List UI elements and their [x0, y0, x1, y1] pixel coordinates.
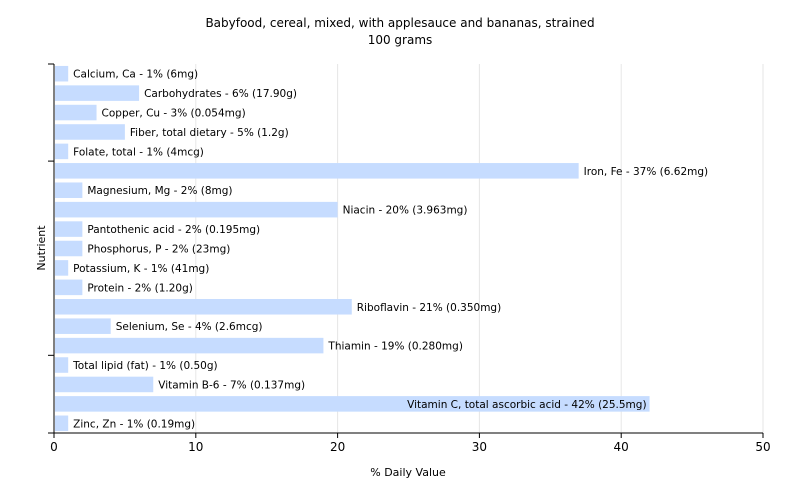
bar-16 [55, 376, 154, 393]
bar-8 [55, 221, 83, 237]
bar-label-3: Fiber, total dietary - 5% (1.2g) [130, 127, 289, 139]
bar-label-15: Total lipid (fat) - 1% (0.50g) [72, 360, 217, 372]
bar-9 [55, 240, 83, 257]
bar-5 [55, 163, 579, 179]
bar-label-0: Calcium, Ca - 1% (6mg) [73, 69, 198, 81]
y-axis-label: Nutrient [35, 225, 48, 271]
bar-label-18: Zinc, Zn - 1% (0.19mg) [73, 418, 195, 430]
x-tick-label: 10 [188, 440, 203, 454]
bar-label-4: Folate, total - 1% (4mcg) [73, 146, 204, 158]
bar-label-12: Riboflavin - 21% (0.350mg) [357, 302, 501, 314]
bar-0 [55, 65, 69, 82]
bar-14 [55, 337, 324, 354]
bar-17 [55, 396, 650, 412]
bar-label-9: Phosphorus, P - 2% (23mg) [87, 244, 230, 256]
x-axis-label: % Daily Value [370, 466, 446, 479]
bar-15 [55, 357, 69, 373]
bar-7 [55, 201, 338, 218]
bar-3 [55, 124, 125, 140]
chart-subtitle: 100 grams [368, 33, 433, 47]
bars: Calcium, Ca - 1% (6mg) Carbohydrates - 6%… [55, 65, 708, 432]
bar-2 [55, 104, 97, 121]
bar-label-10: Potassium, K - 1% (41mg) [73, 263, 209, 275]
x-tick-label: 40 [614, 440, 629, 454]
x-tick-label: 50 [755, 440, 770, 454]
bar-label-14: Thiamin - 19% (0.280mg) [327, 341, 463, 353]
bar-1 [55, 85, 140, 101]
bar-label-7: Niacin - 20% (3.963mg) [343, 205, 468, 217]
bar-label-16: Vitamin B-6 - 7% (0.137mg) [158, 379, 305, 391]
x-tick-label: 0 [50, 440, 58, 454]
bar-label-8: Pantothenic acid - 2% (0.195mg) [87, 224, 260, 236]
bar-label-6: Magnesium, Mg - 2% (8mg) [87, 185, 232, 197]
bar-label-5: Iron, Fe - 37% (6.62mg) [584, 166, 708, 178]
bar-10 [55, 260, 69, 276]
bar-label-2: Copper, Cu - 3% (0.054mg) [102, 108, 246, 120]
bar-6 [55, 182, 83, 199]
grid-lines [195, 64, 764, 433]
x-tick-label: 30 [472, 440, 487, 454]
bar-label-13: Selenium, Se - 4% (2.6mcg) [116, 321, 263, 333]
bar-label-1: Carbohydrates - 6% (17.90g) [144, 88, 297, 100]
bar-4 [55, 143, 69, 160]
axes: 0 10 20 30 40 50 [48, 63, 771, 454]
bar-label-11: Protein - 2% (1.20g) [87, 282, 193, 294]
bar-18 [55, 415, 69, 432]
bar-12 [55, 298, 352, 315]
x-tick-label: 20 [330, 440, 345, 454]
chart-title: Babyfood, cereal, mixed, with applesauce… [205, 16, 594, 30]
bar-label-17: Vitamin C, total ascorbic acid - 42% (25… [407, 399, 646, 411]
bar-11 [55, 279, 83, 296]
bar-13 [55, 318, 111, 334]
